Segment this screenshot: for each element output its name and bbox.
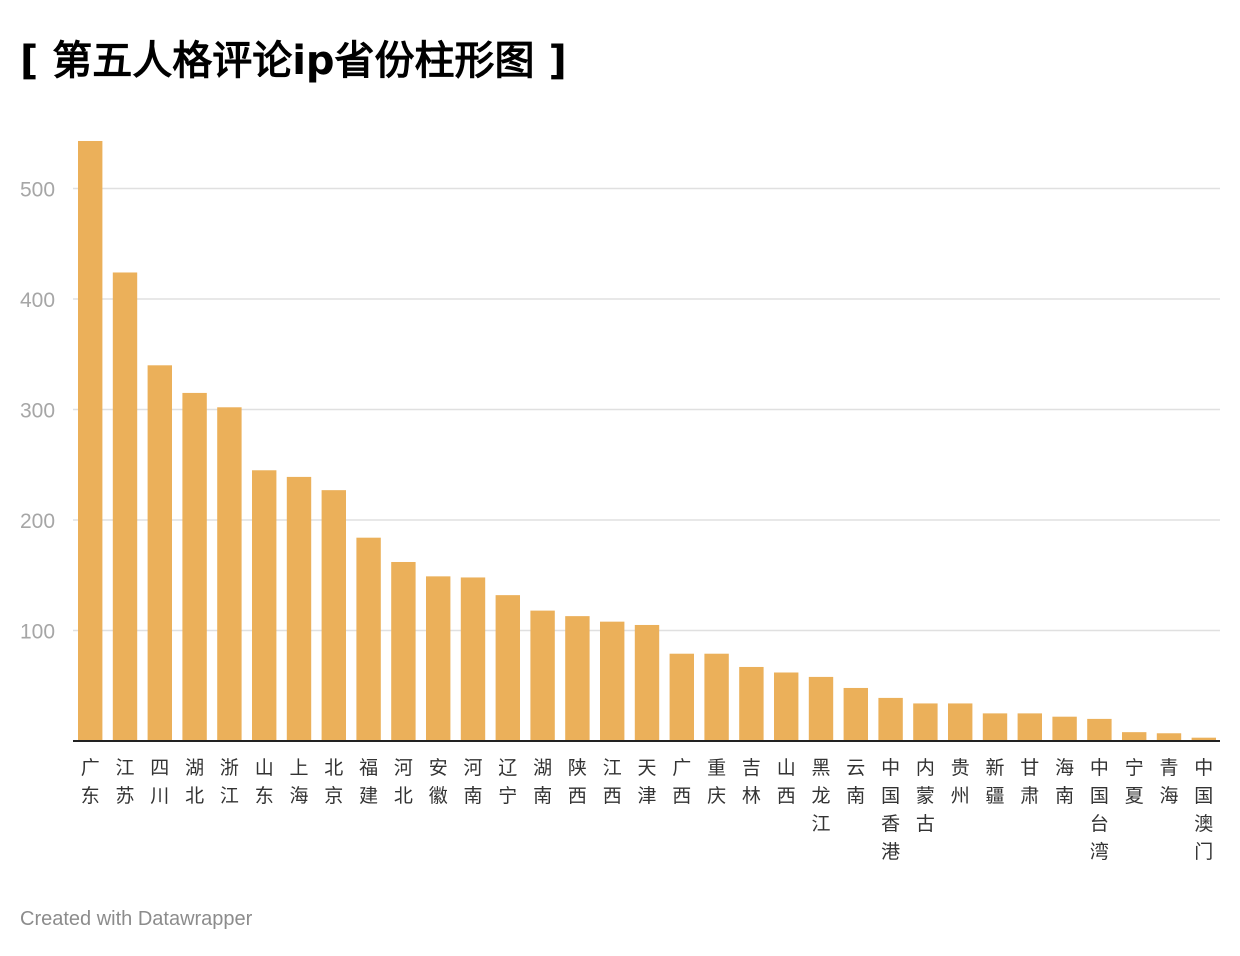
x-tick-label: 陕西 (568, 757, 587, 807)
bar (913, 703, 938, 741)
bar (1122, 732, 1147, 741)
bar (878, 697, 903, 741)
x-tick-label: 河南 (463, 757, 482, 807)
bar (600, 621, 625, 741)
x-tick-label: 湖北 (185, 757, 204, 807)
bar (530, 610, 555, 741)
x-tick-label: 中国澳门 (1194, 757, 1213, 863)
bar (78, 140, 103, 742)
x-tick-label: 贵州 (951, 757, 970, 807)
bar (634, 624, 660, 741)
y-tick-label: 400 (20, 289, 55, 312)
bar (808, 676, 834, 741)
bar (460, 577, 486, 741)
x-tick-label: 上海 (289, 757, 308, 807)
x-tick-label: 山东 (255, 757, 274, 807)
x-tick-label: 天津 (637, 757, 656, 807)
bar (948, 703, 973, 741)
x-tick-label: 江苏 (115, 757, 134, 807)
y-tick-label: 100 (20, 621, 55, 644)
x-tick-label: 黑龙江 (811, 757, 830, 835)
bar (495, 595, 520, 741)
bar (843, 687, 868, 741)
bar (182, 392, 207, 741)
bar (426, 576, 451, 741)
x-tick-label: 海南 (1055, 757, 1074, 807)
x-tick-label: 青海 (1159, 757, 1178, 807)
x-tick-label: 新疆 (985, 757, 1004, 807)
x-tick-label: 广西 (672, 757, 691, 807)
bar (356, 537, 381, 741)
bar (147, 365, 172, 741)
bar (1087, 718, 1112, 741)
x-tick-label: 北京 (324, 757, 343, 807)
x-tick-label: 云南 (846, 757, 865, 807)
gridlines (73, 187, 1220, 632)
page-title: [ 第五人格评论ip省份柱形图 ] (20, 38, 567, 84)
x-tick-label: 山西 (777, 757, 796, 807)
x-tick-label: 中国香港 (881, 757, 900, 863)
bar (739, 666, 764, 741)
bar (704, 653, 729, 741)
footer-credit: Created with Datawrapper (20, 908, 253, 930)
bars (78, 140, 1216, 742)
bar (112, 272, 138, 741)
bar (391, 561, 416, 741)
bar (1156, 733, 1182, 741)
y-tick-label: 500 (20, 179, 55, 202)
x-tick-label: 宁夏 (1125, 757, 1144, 807)
x-tick-label: 四川 (150, 757, 169, 807)
x-axis-ticks: 广东江苏四川湖北浙江山东上海北京福建河北安徽河南辽宁湖南陕西江西天津广西重庆吉林… (81, 757, 1214, 863)
bar (1017, 713, 1042, 741)
bar (286, 476, 312, 741)
x-tick-label: 浙江 (220, 757, 239, 807)
y-axis-ticks: 100 200 300 400 500 (20, 179, 55, 644)
bar (669, 653, 694, 741)
x-tick-label: 甘肃 (1020, 757, 1039, 807)
x-tick-label: 湖南 (533, 757, 552, 807)
bar (982, 713, 1008, 741)
bar (1191, 737, 1216, 741)
x-tick-label: 内蒙古 (916, 757, 935, 835)
x-tick-label: 广东 (81, 757, 100, 807)
x-tick-label: 吉林 (742, 757, 761, 807)
x-tick-label: 重庆 (707, 757, 726, 807)
x-tick-label: 江西 (603, 757, 622, 807)
x-tick-label: 中国台湾 (1090, 757, 1109, 863)
bar (774, 672, 799, 741)
bar (217, 407, 242, 741)
y-tick-label: 300 (20, 400, 55, 423)
x-tick-label: 辽宁 (498, 757, 517, 807)
bar (1052, 716, 1077, 741)
x-tick-label: 福建 (359, 757, 378, 807)
x-tick-label: 河北 (394, 757, 413, 807)
bar (252, 470, 277, 741)
bar (321, 490, 346, 741)
y-tick-label: 200 (20, 510, 55, 533)
x-tick-label: 安徽 (429, 757, 448, 807)
bar (565, 616, 590, 741)
